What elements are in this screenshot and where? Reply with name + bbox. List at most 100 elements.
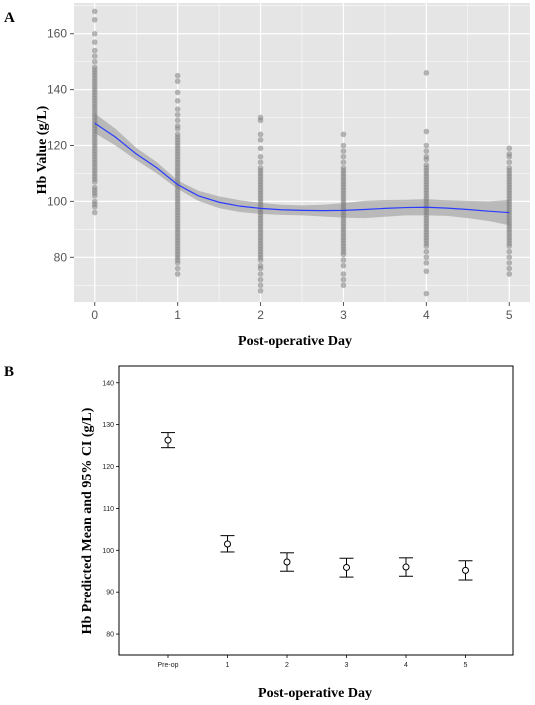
a-ci-ribbon bbox=[94, 113, 510, 226]
b-x-tick-label: 2 bbox=[285, 662, 289, 669]
b-mean-marker bbox=[343, 563, 350, 571]
b-x-tick-label: 3 bbox=[345, 662, 349, 669]
a-data-point bbox=[506, 260, 513, 266]
a-data-point bbox=[174, 98, 181, 104]
a-data-point bbox=[174, 271, 181, 277]
a-y-tick-label: 100 bbox=[47, 194, 67, 208]
b-x-tick-label: Pre-op bbox=[157, 662, 178, 669]
panel-b-error-bars bbox=[161, 432, 473, 581]
a-y-tick-label: 80 bbox=[54, 250, 68, 264]
a-x-tick-label: 5 bbox=[506, 308, 513, 322]
a-data-point bbox=[340, 282, 347, 289]
panel-b-y-axis-title: Hb Predicted Mean and 95% CI (g/L) bbox=[80, 407, 95, 634]
a-data-point bbox=[257, 131, 264, 138]
a-smooth-line bbox=[94, 122, 510, 214]
a-y-tick-label: 160 bbox=[47, 27, 67, 41]
a-data-point bbox=[174, 106, 181, 112]
a-data-point bbox=[174, 89, 181, 96]
a-data-point bbox=[91, 39, 98, 45]
a-data-point bbox=[257, 159, 264, 166]
a-data-point bbox=[423, 290, 430, 297]
a-data-point bbox=[257, 117, 264, 124]
a-data-point bbox=[506, 271, 513, 277]
b-y-tick-label: 80 bbox=[106, 632, 114, 639]
a-data-point bbox=[506, 243, 513, 249]
a-data-point bbox=[257, 257, 264, 263]
panel-a-x-axis-title: Post-operative Day bbox=[238, 334, 352, 349]
a-data-point bbox=[423, 243, 430, 249]
a-data-point bbox=[91, 30, 98, 37]
a-y-tick-label: 140 bbox=[47, 83, 67, 97]
a-x-tick-label: 0 bbox=[91, 308, 98, 322]
a-data-point bbox=[340, 257, 347, 263]
a-data-point bbox=[257, 137, 264, 143]
panel-a-y-axis-title: Hb Value (g/L) bbox=[35, 105, 50, 194]
a-data-point bbox=[506, 153, 513, 160]
a-data-point bbox=[257, 276, 264, 283]
b-errorbar-group bbox=[399, 557, 413, 577]
a-data-point bbox=[174, 265, 181, 272]
panel-b-y-ticks: 80 90 100 110 120 130 140 bbox=[102, 380, 119, 639]
a-data-point bbox=[506, 254, 513, 261]
b-errorbar-group bbox=[161, 432, 175, 449]
b-errorbar-group bbox=[220, 535, 235, 553]
a-data-point bbox=[174, 125, 181, 132]
b-errorbar-group bbox=[339, 557, 354, 578]
b-mean-marker bbox=[164, 436, 172, 444]
a-data-point bbox=[257, 145, 264, 152]
a-x-tick-label: 3 bbox=[340, 308, 347, 322]
a-data-point bbox=[506, 159, 513, 166]
panel-a-confidence-ribbon bbox=[94, 113, 510, 226]
a-data-point bbox=[257, 282, 264, 289]
a-data-point bbox=[506, 248, 513, 255]
panel-a-y-ticks: 80 100 120 140 160 bbox=[47, 27, 74, 264]
a-data-point bbox=[174, 117, 181, 124]
b-x-tick-label: 5 bbox=[464, 662, 468, 669]
b-y-tick-label: 130 bbox=[102, 422, 114, 429]
b-mean-marker bbox=[283, 558, 291, 566]
panel-a-letter: A bbox=[4, 10, 15, 26]
a-data-point bbox=[340, 276, 347, 283]
b-y-tick-label: 90 bbox=[106, 590, 114, 597]
panel-a-x-ticks: 0 1 2 3 4 5 bbox=[91, 302, 513, 322]
a-data-point bbox=[91, 16, 98, 23]
panel-a-smooth-curve bbox=[94, 122, 510, 214]
a-data-point bbox=[91, 58, 98, 65]
a-data-point bbox=[506, 145, 513, 152]
a-data-point bbox=[423, 268, 430, 275]
a-data-point bbox=[91, 209, 98, 216]
b-mean-marker bbox=[462, 566, 469, 574]
a-data-point bbox=[340, 251, 347, 258]
a-x-tick-label: 2 bbox=[257, 308, 264, 322]
a-data-point bbox=[340, 262, 347, 269]
a-data-point bbox=[423, 128, 430, 135]
b-y-tick-label: 100 bbox=[102, 548, 114, 555]
b-errorbar-group bbox=[280, 552, 294, 572]
a-data-point bbox=[174, 111, 181, 118]
a-data-point bbox=[423, 254, 430, 261]
a-data-point bbox=[91, 47, 98, 54]
a-data-point bbox=[257, 153, 264, 160]
a-data-point bbox=[91, 8, 98, 15]
a-data-point bbox=[91, 204, 98, 210]
a-data-point bbox=[423, 148, 430, 154]
a-data-point bbox=[506, 265, 513, 272]
b-y-tick-label: 140 bbox=[102, 380, 114, 387]
b-y-tick-label: 120 bbox=[102, 464, 114, 471]
a-data-point bbox=[423, 260, 430, 266]
a-data-point bbox=[340, 131, 347, 138]
a-data-point bbox=[91, 193, 98, 199]
b-errorbar-group bbox=[458, 560, 473, 581]
a-data-point bbox=[174, 260, 181, 266]
a-data-point bbox=[340, 271, 347, 277]
panel-b: B Pre-op 1 2 3 4 5 80 90 100 110 120 130 140 Post-o… bbox=[4, 364, 514, 701]
a-data-point bbox=[423, 248, 430, 255]
a-data-point bbox=[91, 53, 98, 59]
a-data-point bbox=[174, 72, 181, 79]
panel-b-plot-frame bbox=[118, 365, 514, 656]
a-data-point bbox=[340, 148, 347, 154]
a-data-point bbox=[91, 179, 98, 185]
a-x-tick-label: 1 bbox=[174, 308, 181, 322]
a-data-point bbox=[423, 70, 430, 76]
